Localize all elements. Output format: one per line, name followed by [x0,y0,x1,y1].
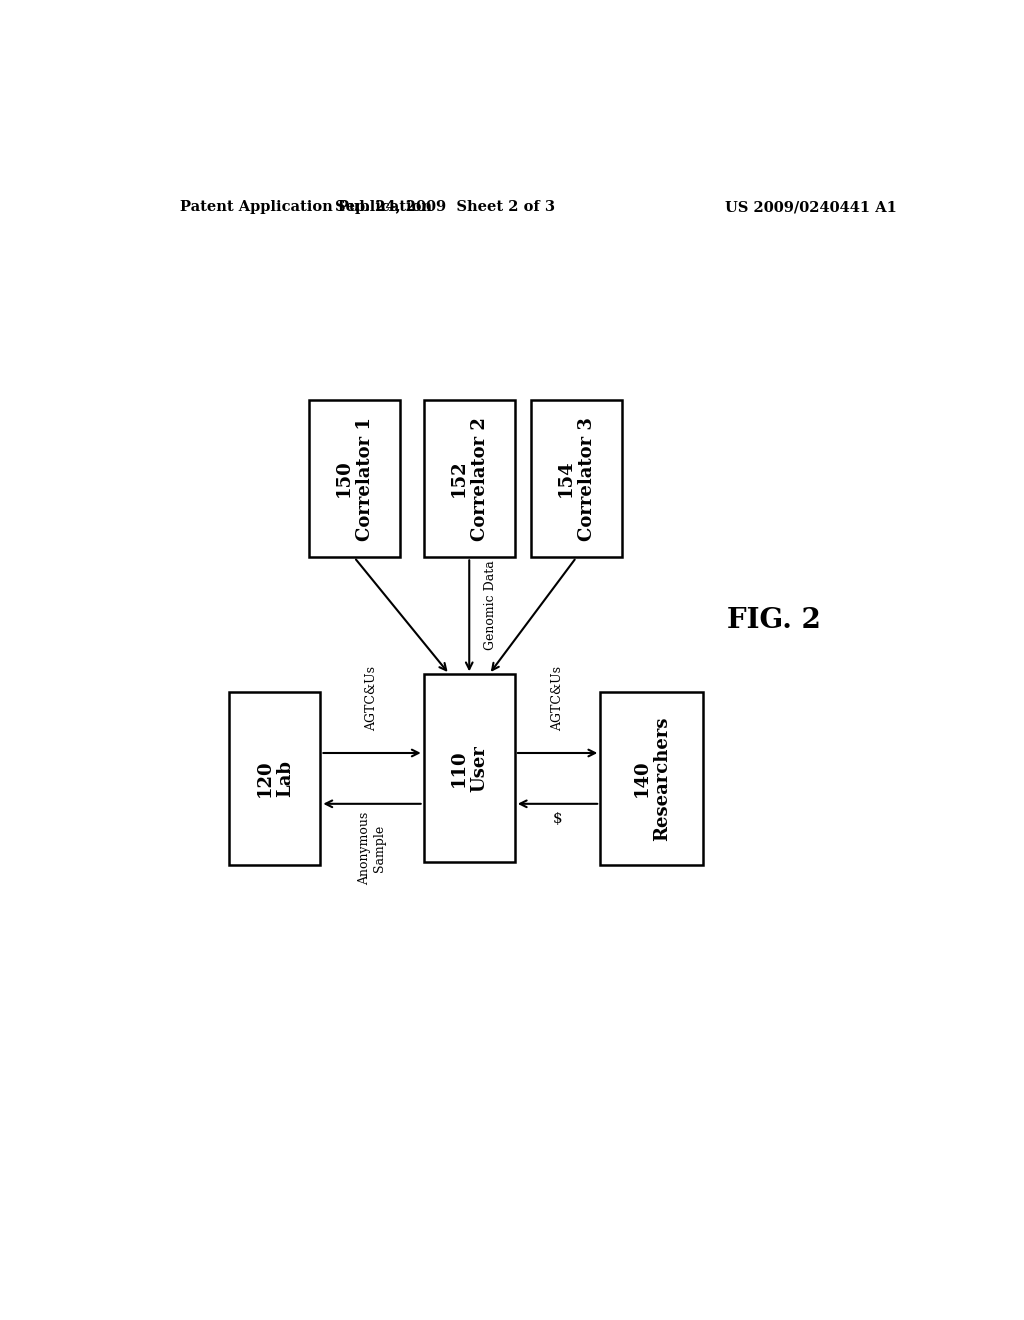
Bar [600,692,703,865]
Text: 154
Correlator 3: 154 Correlator 3 [557,417,596,540]
Text: AGTC&Us: AGTC&Us [551,665,564,731]
Text: 140
Researchers: 140 Researchers [633,717,671,841]
Text: 110
User: 110 User [450,744,488,792]
Bar [424,675,515,862]
Text: $: $ [553,812,562,826]
Text: Sep. 24, 2009  Sheet 2 of 3: Sep. 24, 2009 Sheet 2 of 3 [336,201,555,214]
Text: Genomic Data: Genomic Data [483,561,497,651]
Text: US 2009/0240441 A1: US 2009/0240441 A1 [725,201,896,214]
Bar [308,400,399,557]
Text: Patent Application Publication: Patent Application Publication [179,201,431,214]
Text: 120
Lab: 120 Lab [255,759,294,797]
Bar [424,400,515,557]
Text: Anonymous
Sample: Anonymous Sample [358,812,386,886]
Text: 152
Correlator 2: 152 Correlator 2 [450,417,488,540]
Text: 150
Correlator 1: 150 Correlator 1 [335,417,374,540]
Text: FIG. 2: FIG. 2 [727,607,821,635]
Bar [229,692,321,865]
Bar [530,400,622,557]
Text: AGTC&Us: AGTC&Us [366,665,379,731]
